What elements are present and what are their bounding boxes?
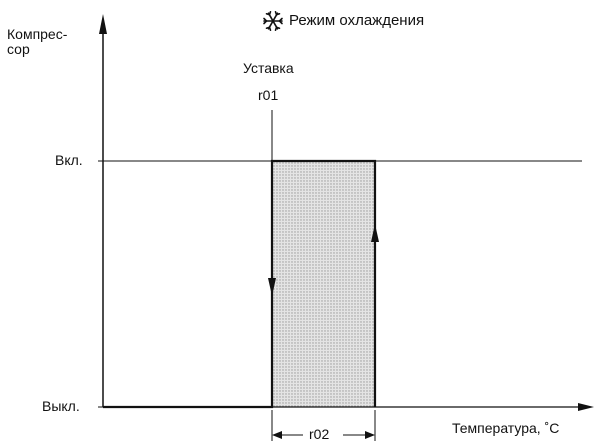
r02-arrow-left — [272, 431, 282, 439]
setpoint-label: Уставка — [243, 60, 294, 76]
differential-param: r02 — [309, 426, 330, 442]
arrow-down — [268, 278, 276, 296]
y-axis-label-line1: Компрес- — [7, 26, 68, 42]
x-axis-label: Температура, ˚C — [452, 420, 560, 436]
hysteresis-band — [272, 161, 375, 407]
x-axis-arrow — [578, 403, 594, 411]
arrow-up — [371, 224, 379, 242]
y-axis-label-line2: сор — [7, 41, 30, 57]
level-off-label: Выкл. — [42, 398, 80, 414]
r02-arrow-right — [365, 431, 375, 439]
level-on-label: Вкл. — [55, 152, 83, 168]
snowflake-icon — [263, 11, 283, 31]
diagram-title: Режим охлаждения — [289, 12, 425, 29]
y-axis-arrow — [99, 14, 107, 34]
r02-label-bg — [303, 424, 343, 441]
setpoint-param: r01 — [258, 87, 279, 103]
